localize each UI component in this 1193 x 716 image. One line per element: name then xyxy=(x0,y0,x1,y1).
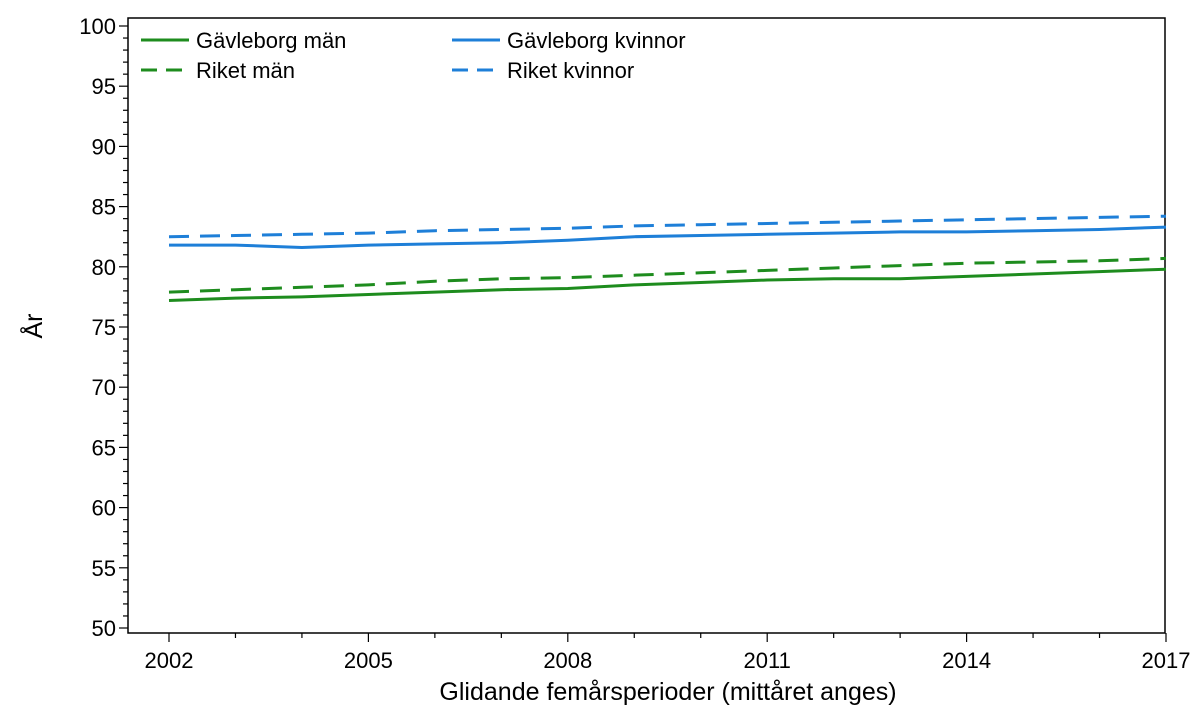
y-tick-label: 85 xyxy=(92,195,116,220)
x-tick-label: 2008 xyxy=(543,648,592,673)
x-tick-label: 2005 xyxy=(344,648,393,673)
y-tick-label: 90 xyxy=(92,134,116,159)
x-tick-label: 2014 xyxy=(942,648,991,673)
y-tick-label: 80 xyxy=(92,255,116,280)
legend-label-riket-man: Riket män xyxy=(196,58,295,83)
legend-label-gavleborg-man: Gävleborg män xyxy=(196,28,346,53)
series-line-gavleborg-man xyxy=(168,267,1167,302)
x-tick-label: 2011 xyxy=(744,648,791,673)
series-line-riket-man xyxy=(168,256,1167,294)
y-tick-label: 55 xyxy=(92,556,116,581)
legend: Gävleborg män Gävleborg kvinnor Riket män R… xyxy=(141,28,686,83)
y-tick-label: 75 xyxy=(92,315,116,340)
ticks-layer: 2002 2005 2008 2011 2014 2017 50 55 60 65 70 75 80 85… xyxy=(79,14,1190,673)
series-line-gavleborg-kvinnor xyxy=(169,225,1167,249)
x-tick-label: 2017 xyxy=(1142,648,1191,673)
y-tick-label: 70 xyxy=(92,375,116,400)
legend-label-gavleborg-kvinnor: Gävleborg kvinnor xyxy=(507,28,686,53)
series-line-riket-kvinnor xyxy=(168,214,1167,239)
x-axis-title: Glidande femårsperioder (mittåret anges) xyxy=(439,678,896,706)
y-axis-title: År xyxy=(18,314,48,339)
y-tick-label: 50 xyxy=(92,616,116,641)
plot-frame xyxy=(127,17,1166,634)
y-tick-label: 95 xyxy=(92,74,116,99)
y-tick-label: 100 xyxy=(79,14,116,39)
y-tick-label: 60 xyxy=(92,496,116,521)
x-tick-label: 2002 xyxy=(145,648,194,673)
y-tick-label: 65 xyxy=(92,435,116,460)
legend-label-riket-kvinnor: Riket kvinnor xyxy=(507,58,634,83)
series-layer xyxy=(168,214,1167,302)
